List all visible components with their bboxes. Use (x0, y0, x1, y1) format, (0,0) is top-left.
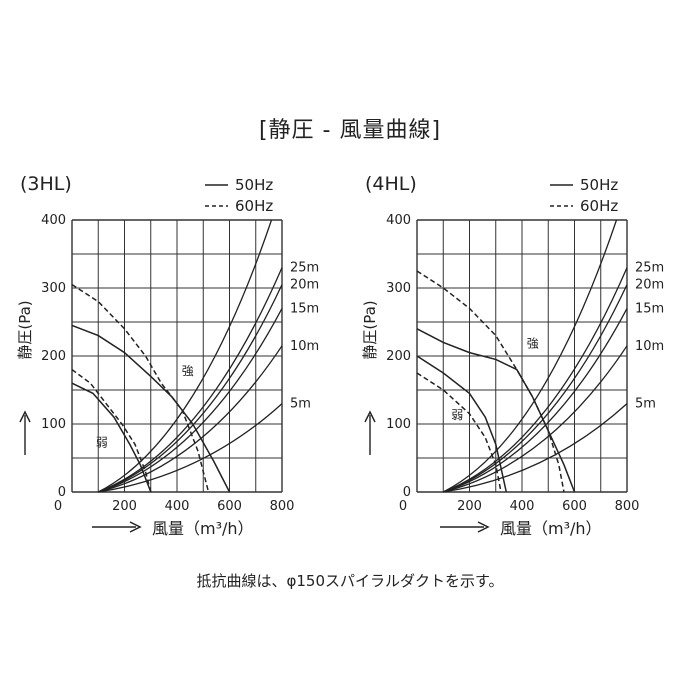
y-tick-label: 200 (386, 349, 411, 364)
resistance-curve-label: 25m (290, 261, 319, 276)
x-tick-label: 600 (562, 499, 587, 510)
series-line-50Hz-solid (71, 382, 152, 493)
resistance-curve-label: 10m (290, 339, 319, 354)
right-arrow-icon (92, 521, 142, 533)
y-tick-label: 100 (386, 417, 411, 432)
up-arrow-head-icon (19, 410, 31, 423)
resistance-curve (98, 267, 283, 493)
resistance-curve (443, 308, 628, 493)
x-axis-label-3hl: 風量（m³/h） (152, 519, 254, 538)
series-line-60Hz-dashed (416, 270, 565, 493)
x-axis-label-4hl: 風量（m³/h） (500, 519, 602, 538)
up-arrow-head-icon (364, 410, 376, 423)
y-tick-label: 400 (41, 213, 66, 228)
chart-title: (4HL) (365, 173, 417, 195)
y-tick-label: 400 (386, 213, 411, 228)
series-line-60Hz-dashed (416, 372, 502, 493)
resistance-curve (98, 403, 283, 493)
chart-4hl: (4HL) 50Hz 60Hz 0 100 200 300 400 0 200 400 600 800 静… (361, 173, 664, 510)
y-tick-label: 300 (41, 281, 66, 296)
legend-label-dashed: 60Hz (580, 197, 618, 215)
x-tick-label: 600 (217, 499, 242, 510)
x-tick-label: 0 (54, 499, 62, 510)
y-tick-label: 0 (403, 485, 411, 500)
y-axis-label: 静圧(Pa) (16, 300, 34, 359)
resistance-curve (442, 219, 618, 493)
x-tick-label: 200 (112, 499, 137, 510)
resistance-curve-label: 5m (635, 397, 656, 412)
curve-label: 強 (527, 337, 539, 351)
y-tick-label: 100 (41, 417, 66, 432)
x-tick-label: 800 (270, 499, 295, 510)
series-line-50Hz-solid (416, 355, 508, 493)
legend-label-dashed: 60Hz (235, 197, 273, 215)
resistance-curve (97, 219, 273, 493)
x-tick-label: 200 (457, 499, 482, 510)
resistance-curve-label: 15m (635, 301, 664, 316)
resistance-curve-label: 20m (290, 278, 319, 293)
resistance-curve-label: 5m (290, 397, 311, 412)
x-axis-title-4hl: 風量（m³/h） (440, 516, 602, 538)
y-tick-label: 0 (58, 485, 66, 500)
curve-label: 弱 (96, 435, 108, 449)
resistance-curve (443, 345, 628, 493)
resistance-curve (98, 345, 283, 493)
resistance-curve (443, 403, 628, 493)
legend-label-solid: 50Hz (235, 176, 273, 194)
resistance-curve-label: 15m (290, 301, 319, 316)
resistance-curve-label: 25m (635, 261, 664, 276)
chart-title: (3HL) (20, 173, 72, 195)
curve-label: 弱 (451, 408, 463, 422)
right-arrow-icon (440, 521, 490, 533)
x-tick-label: 0 (399, 499, 407, 510)
resistance-curve-label: 10m (635, 339, 664, 354)
series-line-60Hz-dashed (71, 283, 210, 493)
resistance-curve-label: 20m (635, 278, 664, 293)
series-line-50Hz-solid (416, 328, 576, 493)
y-tick-label: 200 (41, 349, 66, 364)
chart-3hl: (3HL) 50Hz 60Hz 0 100 200 300 400 0 200 400 600 800 静… (16, 173, 319, 510)
resistance-curve (443, 284, 628, 493)
footnote: 抵抗曲線は、φ150スパイラルダクトを示す。 (196, 572, 504, 590)
x-axis-title-3hl: 風量（m³/h） (92, 516, 254, 538)
series-line-50Hz-solid (71, 324, 231, 493)
figure-title: [静圧 - 風量曲線] (258, 118, 442, 143)
resistance-curve (98, 284, 283, 493)
curve-label: 強 (182, 364, 194, 378)
y-axis-label: 静圧(Pa) (361, 300, 379, 359)
legend-label-solid: 50Hz (580, 176, 618, 194)
x-tick-label: 800 (615, 499, 640, 510)
x-tick-label: 400 (510, 499, 535, 510)
x-tick-label: 400 (165, 499, 190, 510)
series-line-60Hz-dashed (71, 368, 152, 493)
y-tick-label: 300 (386, 281, 411, 296)
